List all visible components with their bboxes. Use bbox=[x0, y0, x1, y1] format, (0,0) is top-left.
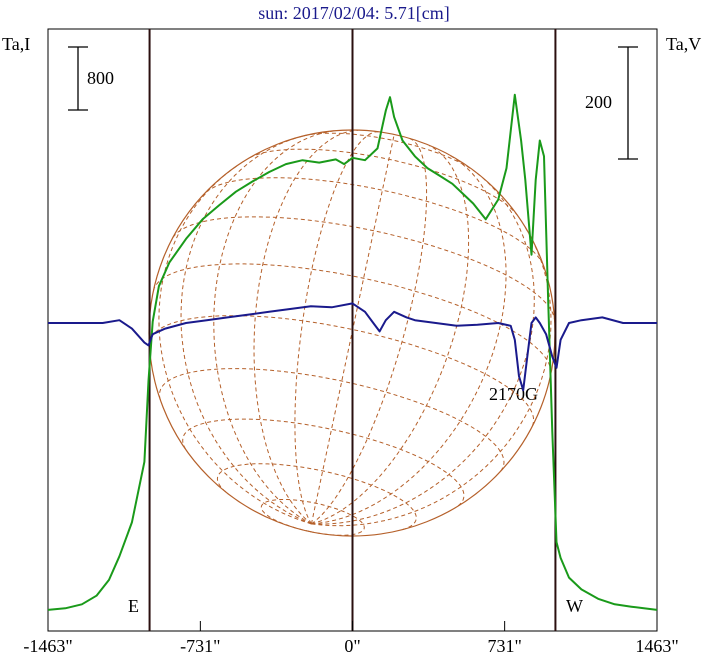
right-axis-label: Ta,V bbox=[666, 34, 702, 54]
grid-parallel bbox=[260, 499, 365, 536]
grid-meridian bbox=[158, 164, 312, 525]
x-tick-label: -731" bbox=[180, 636, 221, 656]
polarization-series-line bbox=[48, 302, 657, 392]
grid-parallel bbox=[216, 463, 417, 530]
grid-meridian bbox=[294, 131, 379, 525]
grid-meridian bbox=[311, 224, 552, 527]
grid-meridian bbox=[311, 154, 507, 525]
chart-title: sun: 2017/02/04: 5.71[cm] bbox=[258, 3, 450, 23]
grid-parallel bbox=[205, 177, 544, 264]
intensity-scale-label: 800 bbox=[87, 68, 114, 88]
grid-meridian bbox=[311, 138, 428, 525]
scale-bars bbox=[68, 46, 638, 160]
intensity-series-line bbox=[47, 93, 658, 611]
left-axis-label: Ta,I bbox=[2, 34, 31, 54]
grid-meridian bbox=[180, 135, 312, 525]
grid-meridian bbox=[253, 129, 358, 525]
grid-meridian bbox=[311, 144, 470, 525]
grid-meridian bbox=[213, 130, 336, 525]
grid-parallel bbox=[148, 315, 535, 427]
grid-parallel bbox=[172, 216, 555, 319]
grid-parallel bbox=[158, 368, 505, 473]
x-tick-label: 731" bbox=[487, 636, 522, 656]
east-limb-label: E bbox=[128, 596, 139, 616]
west-limb-label: W bbox=[566, 596, 583, 616]
x-tick-label: -1463" bbox=[23, 636, 73, 656]
polarization-scale-label: 200 bbox=[585, 92, 612, 112]
grid-parallel bbox=[303, 132, 477, 173]
x-tick-label: 0" bbox=[344, 636, 361, 656]
grid-parallel bbox=[182, 418, 465, 508]
x-tick-label: 1463" bbox=[635, 636, 679, 656]
grid-parallel bbox=[249, 148, 518, 215]
active-region-annotation: 2170G bbox=[489, 384, 538, 404]
